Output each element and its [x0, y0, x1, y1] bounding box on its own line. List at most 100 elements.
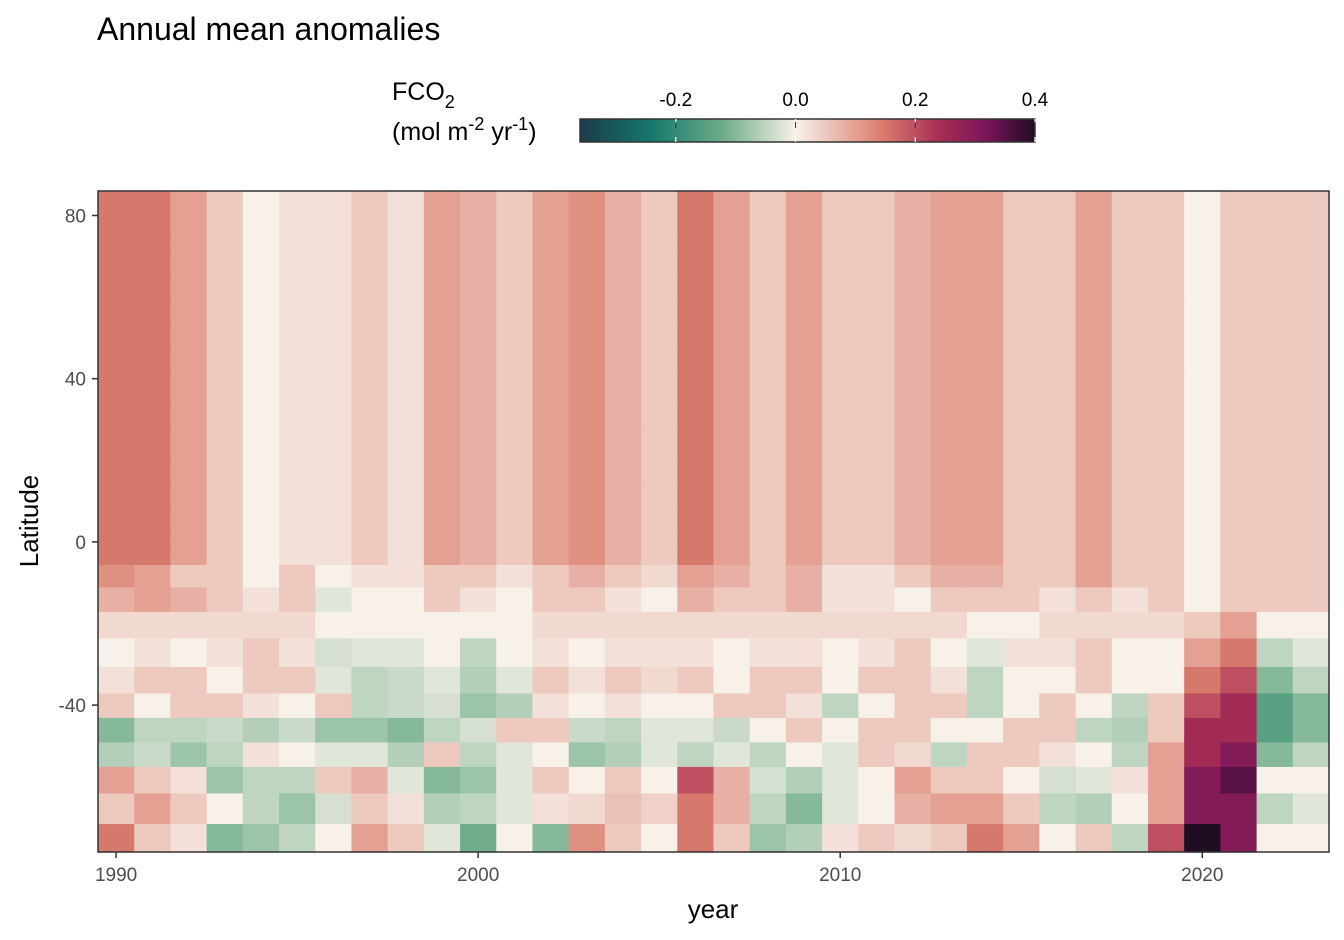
heatmap-cell — [858, 531, 896, 549]
heatmap-cell — [930, 252, 968, 278]
heatmap-cell — [1256, 301, 1294, 327]
heatmap-cell — [423, 374, 461, 402]
heatmap-cell — [641, 191, 678, 215]
heatmap-cell — [677, 325, 715, 351]
heatmap-cell — [785, 252, 823, 278]
heatmap-cell — [894, 611, 932, 639]
heatmap-cell — [1147, 374, 1185, 402]
heatmap-cell — [1220, 429, 1258, 459]
heatmap-cell — [641, 458, 678, 486]
heatmap-cell — [134, 823, 172, 853]
heatmap-cell — [423, 401, 461, 431]
heatmap-cell — [785, 717, 823, 743]
heatmap-cell — [966, 374, 1004, 402]
heatmap-cell — [423, 213, 461, 233]
heatmap-cell — [1147, 401, 1185, 431]
heatmap-cell — [1184, 741, 1221, 767]
heatmap-cell — [496, 325, 534, 351]
heatmap-cell — [858, 666, 896, 694]
heatmap-cell — [315, 823, 353, 853]
heatmap-cell — [749, 823, 787, 853]
heatmap-cell — [641, 276, 678, 302]
heatmap-cell — [894, 350, 932, 376]
heatmap-cell — [677, 458, 715, 486]
heatmap-cell — [387, 531, 425, 549]
heatmap-cell — [134, 429, 172, 459]
heatmap-cell — [315, 325, 353, 351]
heatmap-cell — [423, 509, 461, 533]
heatmap-cell — [1111, 429, 1149, 459]
heatmap-cell — [894, 637, 932, 667]
heatmap-cell — [315, 458, 353, 486]
heatmap-cell — [858, 548, 896, 565]
svg-text:(mol m-2 yr-1): (mol m-2 yr-1) — [392, 114, 537, 146]
heatmap-cell — [677, 509, 715, 533]
heatmap-cell — [785, 548, 823, 565]
heatmap-cell — [1220, 401, 1258, 431]
heatmap-cell — [1111, 350, 1149, 376]
heatmap-cell — [1184, 458, 1221, 486]
heatmap-cell — [749, 766, 787, 794]
heatmap-cell — [1256, 564, 1294, 588]
heatmap-cell — [387, 484, 425, 510]
heatmap-cell — [677, 548, 715, 565]
heatmap-cell — [1003, 717, 1040, 743]
heatmap-cell — [206, 350, 244, 376]
heatmap-cell — [387, 611, 425, 639]
heatmap-cell — [1039, 401, 1077, 431]
heatmap-cell — [532, 231, 570, 253]
heatmap-cell — [1220, 252, 1258, 278]
heatmap-cell — [423, 717, 461, 743]
heatmap-cell — [822, 792, 859, 825]
heatmap-cell — [713, 717, 751, 743]
heatmap-cell — [460, 548, 497, 565]
heatmap-cell — [1292, 666, 1330, 694]
heatmap-cell — [423, 252, 461, 278]
heatmap-cell — [641, 548, 678, 565]
heatmap-cell — [1256, 429, 1294, 459]
heatmap-cell — [387, 509, 425, 533]
heatmap-cell — [822, 509, 859, 533]
colorbar-tick-label: 0.2 — [902, 90, 928, 111]
heatmap-cell — [460, 252, 497, 278]
heatmap-cell — [604, 276, 642, 302]
heatmap-cell — [930, 191, 968, 215]
heatmap-cell — [460, 509, 497, 533]
heatmap-cell — [206, 191, 244, 215]
heatmap-cell — [568, 666, 606, 694]
heatmap-cell — [206, 766, 244, 794]
heatmap-cell — [677, 213, 715, 233]
heatmap-cell — [1075, 301, 1113, 327]
heatmap-cell — [279, 213, 316, 233]
heatmap-cell — [1039, 741, 1077, 767]
heatmap-cell — [894, 325, 932, 351]
heatmap-cell — [1292, 191, 1330, 215]
heatmap-cell — [930, 692, 968, 718]
heatmap-cell — [677, 564, 715, 588]
heatmap-cell — [134, 231, 172, 253]
heatmap-cell — [604, 301, 642, 327]
heatmap-cell — [677, 401, 715, 431]
heatmap-cell — [279, 325, 316, 351]
heatmap-cell — [315, 231, 353, 253]
heatmap-cell — [1111, 548, 1149, 565]
heatmap-cell — [822, 252, 859, 278]
heatmap-cell — [641, 531, 678, 549]
heatmap-cell — [496, 792, 534, 825]
x-tick-label: 2000 — [457, 865, 499, 886]
heatmap-cell — [713, 213, 751, 233]
heatmap-cell — [315, 191, 353, 215]
heatmap-cell — [749, 741, 787, 767]
y-tick-label: -40 — [59, 696, 86, 717]
heatmap-cell — [1220, 792, 1258, 825]
heatmap-cell — [822, 429, 859, 459]
heatmap-cell — [1075, 350, 1113, 376]
heatmap-cell — [1039, 509, 1077, 533]
heatmap-cell — [279, 429, 316, 459]
heatmap-cell — [242, 637, 280, 667]
heatmap-cell — [1147, 191, 1185, 215]
heatmap-cell — [315, 350, 353, 376]
heatmap-cell — [134, 350, 172, 376]
heatmap-cell — [279, 823, 316, 853]
heatmap-cell — [785, 429, 823, 459]
